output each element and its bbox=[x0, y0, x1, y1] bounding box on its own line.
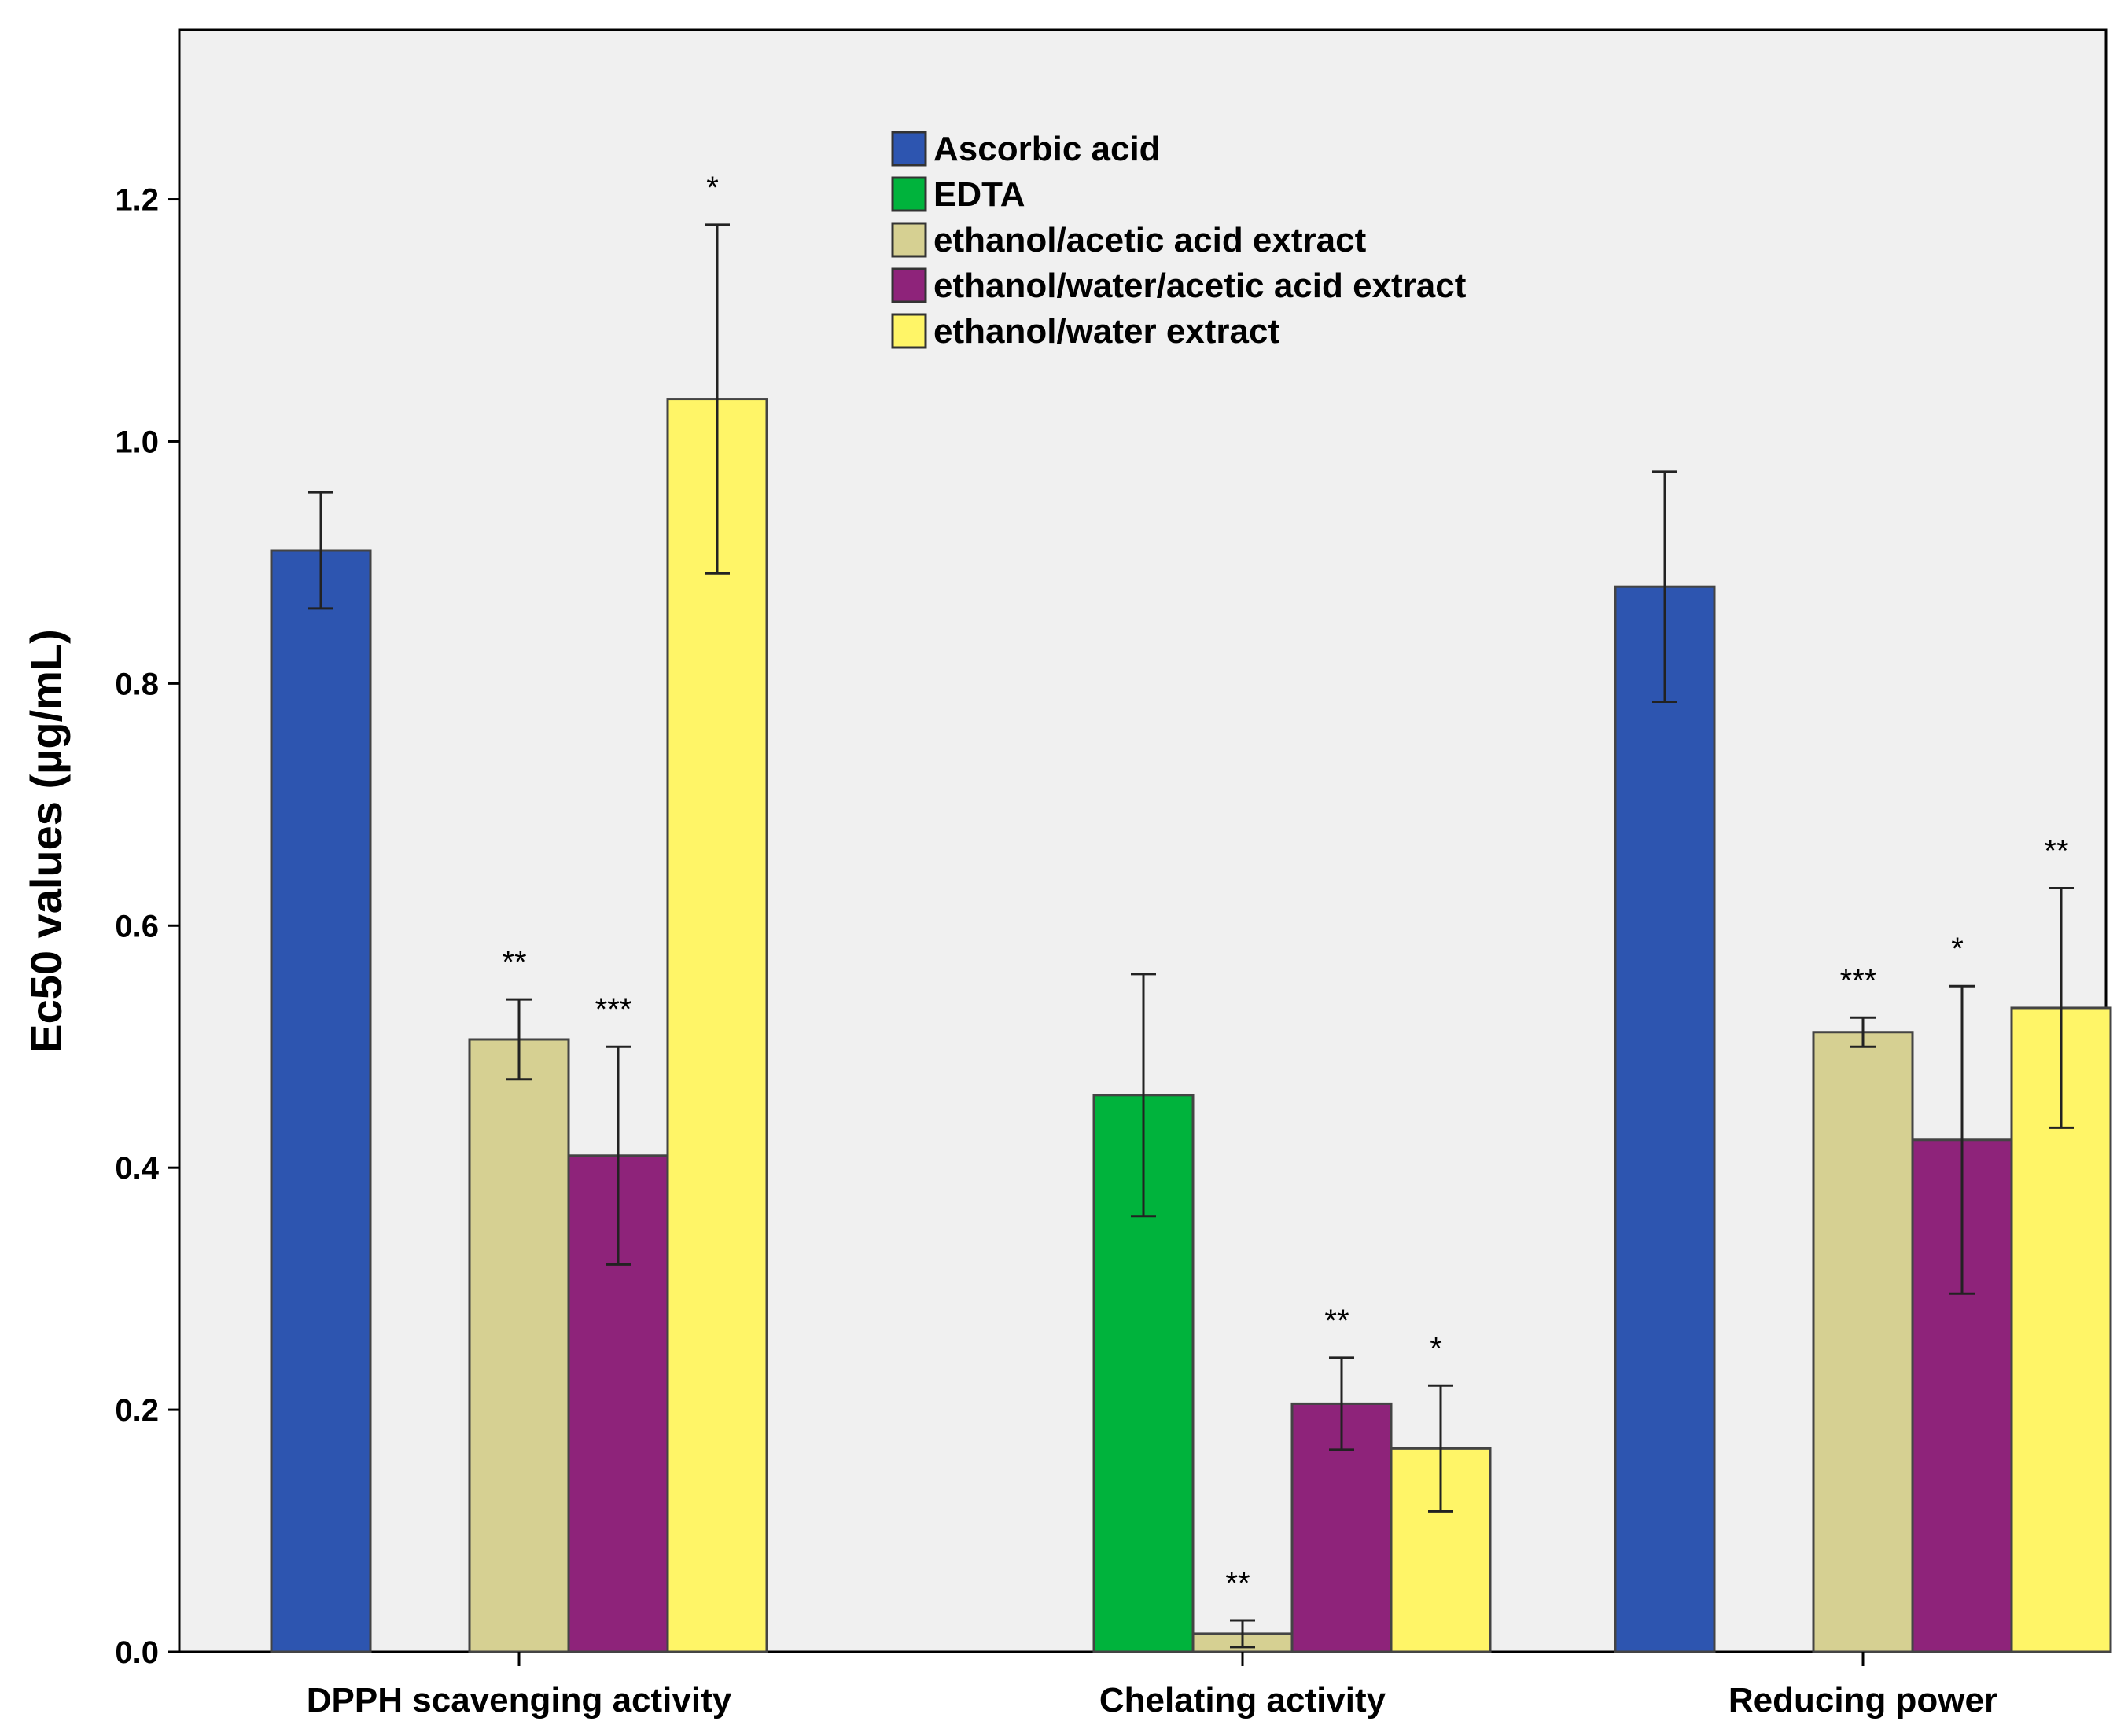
legend-swatch bbox=[891, 313, 927, 349]
bar bbox=[1812, 1031, 1914, 1653]
significance-label: *** bbox=[1840, 963, 1877, 998]
significance-label: * bbox=[1430, 1331, 1442, 1366]
bar bbox=[1614, 585, 1716, 1653]
bar bbox=[468, 1038, 570, 1653]
bar bbox=[1290, 1402, 1393, 1653]
bar bbox=[666, 398, 768, 1653]
significance-label: ** bbox=[2044, 834, 2068, 869]
significance-label: ** bbox=[502, 945, 526, 980]
legend-label: ethanol/water extract bbox=[933, 312, 1279, 351]
y-tick-label: 0.8 bbox=[115, 667, 159, 701]
y-tick-label: 0.6 bbox=[115, 909, 159, 943]
significance-label: * bbox=[706, 171, 719, 205]
legend-label: EDTA bbox=[933, 175, 1025, 214]
y-tick-label: 1.0 bbox=[115, 425, 159, 459]
y-axis-label: Ec50 values (µg/mL) bbox=[21, 629, 71, 1054]
legend-label: ethanol/water/acetic acid extract bbox=[933, 267, 1467, 305]
legend-swatch bbox=[891, 267, 927, 303]
bar bbox=[270, 549, 372, 1653]
bar bbox=[1911, 1138, 2013, 1653]
legend-swatch bbox=[891, 131, 927, 167]
y-tick-label: 0.4 bbox=[115, 1151, 159, 1186]
significance-label: ** bbox=[1324, 1304, 1349, 1338]
x-category-label: Chelating activity bbox=[1099, 1681, 1386, 1719]
y-tick-label: 0.0 bbox=[115, 1635, 159, 1670]
legend-label: Ascorbic acid bbox=[933, 130, 1161, 168]
legend-swatch bbox=[891, 176, 927, 212]
significance-label: ** bbox=[1225, 1566, 1250, 1601]
legend-label: ethanol/acetic acid extract bbox=[933, 221, 1367, 259]
y-tick-label: 0.2 bbox=[115, 1393, 159, 1428]
legend-swatch bbox=[891, 222, 927, 258]
significance-label: *** bbox=[595, 992, 632, 1027]
x-category-label: DPPH scavenging activity bbox=[307, 1681, 732, 1719]
y-tick-label: 1.2 bbox=[115, 183, 159, 218]
x-category-label: Reducing power bbox=[1729, 1681, 1997, 1719]
significance-label: * bbox=[1951, 932, 1964, 966]
